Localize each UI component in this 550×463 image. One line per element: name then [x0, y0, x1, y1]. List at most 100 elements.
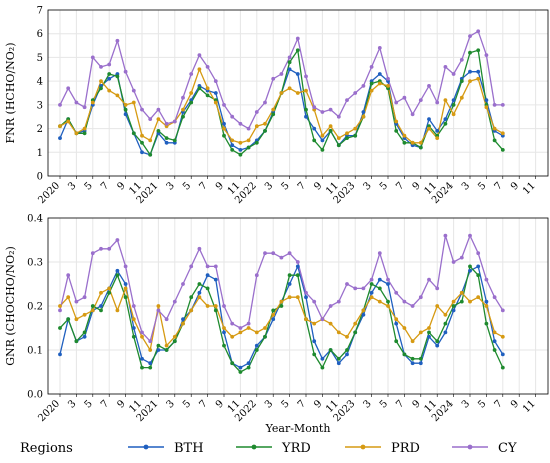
- fnr-x-tick-label: 3: [165, 180, 177, 192]
- gnr-x-tick-label: 7: [493, 398, 505, 410]
- fnr-x-tick-label: 9: [115, 180, 127, 192]
- gnr-point-cy: [74, 299, 79, 304]
- gnr-point-bth: [287, 282, 292, 286]
- gnr-point-cy: [131, 304, 136, 308]
- gnr-point-bth: [320, 356, 325, 361]
- gnr-point-yrd: [427, 330, 431, 335]
- fnr-point-cy: [484, 53, 489, 57]
- fnr-point-yrd: [443, 121, 448, 126]
- gnr-point-prd: [246, 326, 251, 330]
- gnr-point-bth: [246, 361, 251, 366]
- fnr-point-cy: [295, 36, 300, 41]
- gnr-point-cy: [156, 308, 161, 313]
- gnr-x-tick-label: 3: [361, 398, 373, 410]
- fnr-point-prd: [369, 88, 374, 93]
- fnr-point-prd: [74, 131, 79, 136]
- fnr-point-prd: [205, 86, 210, 91]
- fnr-point-yrd: [164, 136, 169, 141]
- gnr-point-yrd: [328, 348, 333, 352]
- gnr-point-yrd: [189, 295, 194, 300]
- gnr-point-yrd: [271, 308, 276, 313]
- gnr-x-tick-label: 5: [476, 398, 488, 410]
- gnr-point-bth: [377, 277, 382, 282]
- legend-marker-yrd: [251, 444, 257, 450]
- fnr-y-tick-label: 2: [37, 124, 43, 135]
- gnr-point-prd: [66, 295, 71, 300]
- fnr-point-prd: [115, 93, 120, 98]
- fnr-point-prd: [336, 136, 341, 141]
- legend-label-prd: PRD: [391, 441, 420, 456]
- gnr-point-cy: [181, 282, 185, 286]
- gnr-point-bth: [312, 339, 317, 344]
- fnr-point-cy: [320, 110, 325, 114]
- fnr-point-cy: [492, 103, 497, 107]
- gnr-point-bth: [181, 317, 185, 322]
- fnr-point-cy: [115, 38, 120, 43]
- gnr-point-cy: [500, 308, 505, 313]
- fnr-point-prd: [99, 79, 103, 83]
- gnr-point-cy: [304, 290, 308, 295]
- gnr-point-cy: [459, 255, 464, 260]
- gnr-point-cy: [82, 295, 87, 300]
- gnr-x-tick-label: 5: [378, 398, 390, 410]
- fnr-point-prd: [468, 79, 472, 83]
- fnr-point-yrd: [181, 114, 185, 119]
- fnr-point-prd: [402, 133, 407, 138]
- fnr-point-yrd: [500, 148, 505, 152]
- fnr-point-cy: [377, 46, 382, 50]
- fnr-point-cy: [74, 100, 79, 105]
- gnr-point-prd: [328, 321, 333, 326]
- fnr-point-yrd: [131, 131, 136, 136]
- gnr-point-yrd: [312, 352, 317, 357]
- fnr-point-bth: [427, 117, 431, 121]
- gnr-point-prd: [500, 334, 505, 339]
- fnr-point-cy: [181, 95, 185, 100]
- gnr-point-yrd: [345, 348, 349, 352]
- fnr-x-tick-label: 5: [476, 180, 488, 192]
- fnr-point-yrd: [369, 81, 374, 86]
- gnr-point-prd: [58, 304, 62, 308]
- fnr-point-yrd: [451, 103, 456, 107]
- fnr-point-prd: [238, 140, 243, 145]
- fnr-point-prd: [476, 76, 481, 81]
- gnr-point-cy: [213, 264, 218, 269]
- gnr-point-yrd: [386, 299, 390, 304]
- gnr-point-yrd: [320, 365, 325, 370]
- fnr-point-bth: [304, 114, 308, 119]
- gnr-point-prd: [451, 299, 456, 304]
- gnr-point-bth: [476, 264, 481, 269]
- fnr-point-prd: [140, 133, 144, 138]
- fnr-point-yrd: [115, 74, 120, 79]
- gnr-point-prd: [205, 304, 210, 308]
- fnr-y-axis-label: FNR (HCHO/NO₂): [4, 43, 17, 144]
- fnr-point-bth: [238, 148, 243, 152]
- gnr-point-prd: [279, 299, 284, 304]
- fnr-point-prd: [189, 91, 194, 95]
- fnr-point-prd: [353, 126, 358, 131]
- fnr-point-bth: [320, 138, 325, 143]
- fnr-point-yrd: [304, 107, 308, 112]
- legend-title: Regions: [20, 441, 73, 456]
- fnr-point-bth: [312, 126, 317, 131]
- fnr-point-prd: [246, 138, 251, 143]
- gnr-point-yrd: [394, 339, 399, 344]
- gnr-point-prd: [410, 339, 415, 344]
- fnr-point-yrd: [205, 93, 210, 98]
- fnr-point-prd: [320, 133, 325, 138]
- fnr-point-prd: [328, 124, 333, 129]
- fnr-point-bth: [213, 91, 218, 95]
- gnr-point-bth: [115, 268, 120, 273]
- gnr-point-prd: [459, 290, 464, 295]
- gnr-x-tick-label: 5: [83, 398, 95, 410]
- gnr-point-prd: [99, 290, 103, 295]
- fnr-point-prd: [230, 138, 235, 143]
- fnr-point-yrd: [123, 107, 128, 112]
- gnr-point-yrd: [279, 304, 284, 308]
- gnr-point-yrd: [107, 290, 112, 295]
- gnr-x-tick-label: 7: [99, 398, 111, 410]
- gnr-point-cy: [443, 233, 448, 238]
- fnr-point-prd: [427, 126, 431, 131]
- gnr-point-bth: [336, 361, 341, 366]
- fnr-point-bth: [377, 72, 382, 76]
- gnr-x-tick-label: 7: [296, 398, 308, 410]
